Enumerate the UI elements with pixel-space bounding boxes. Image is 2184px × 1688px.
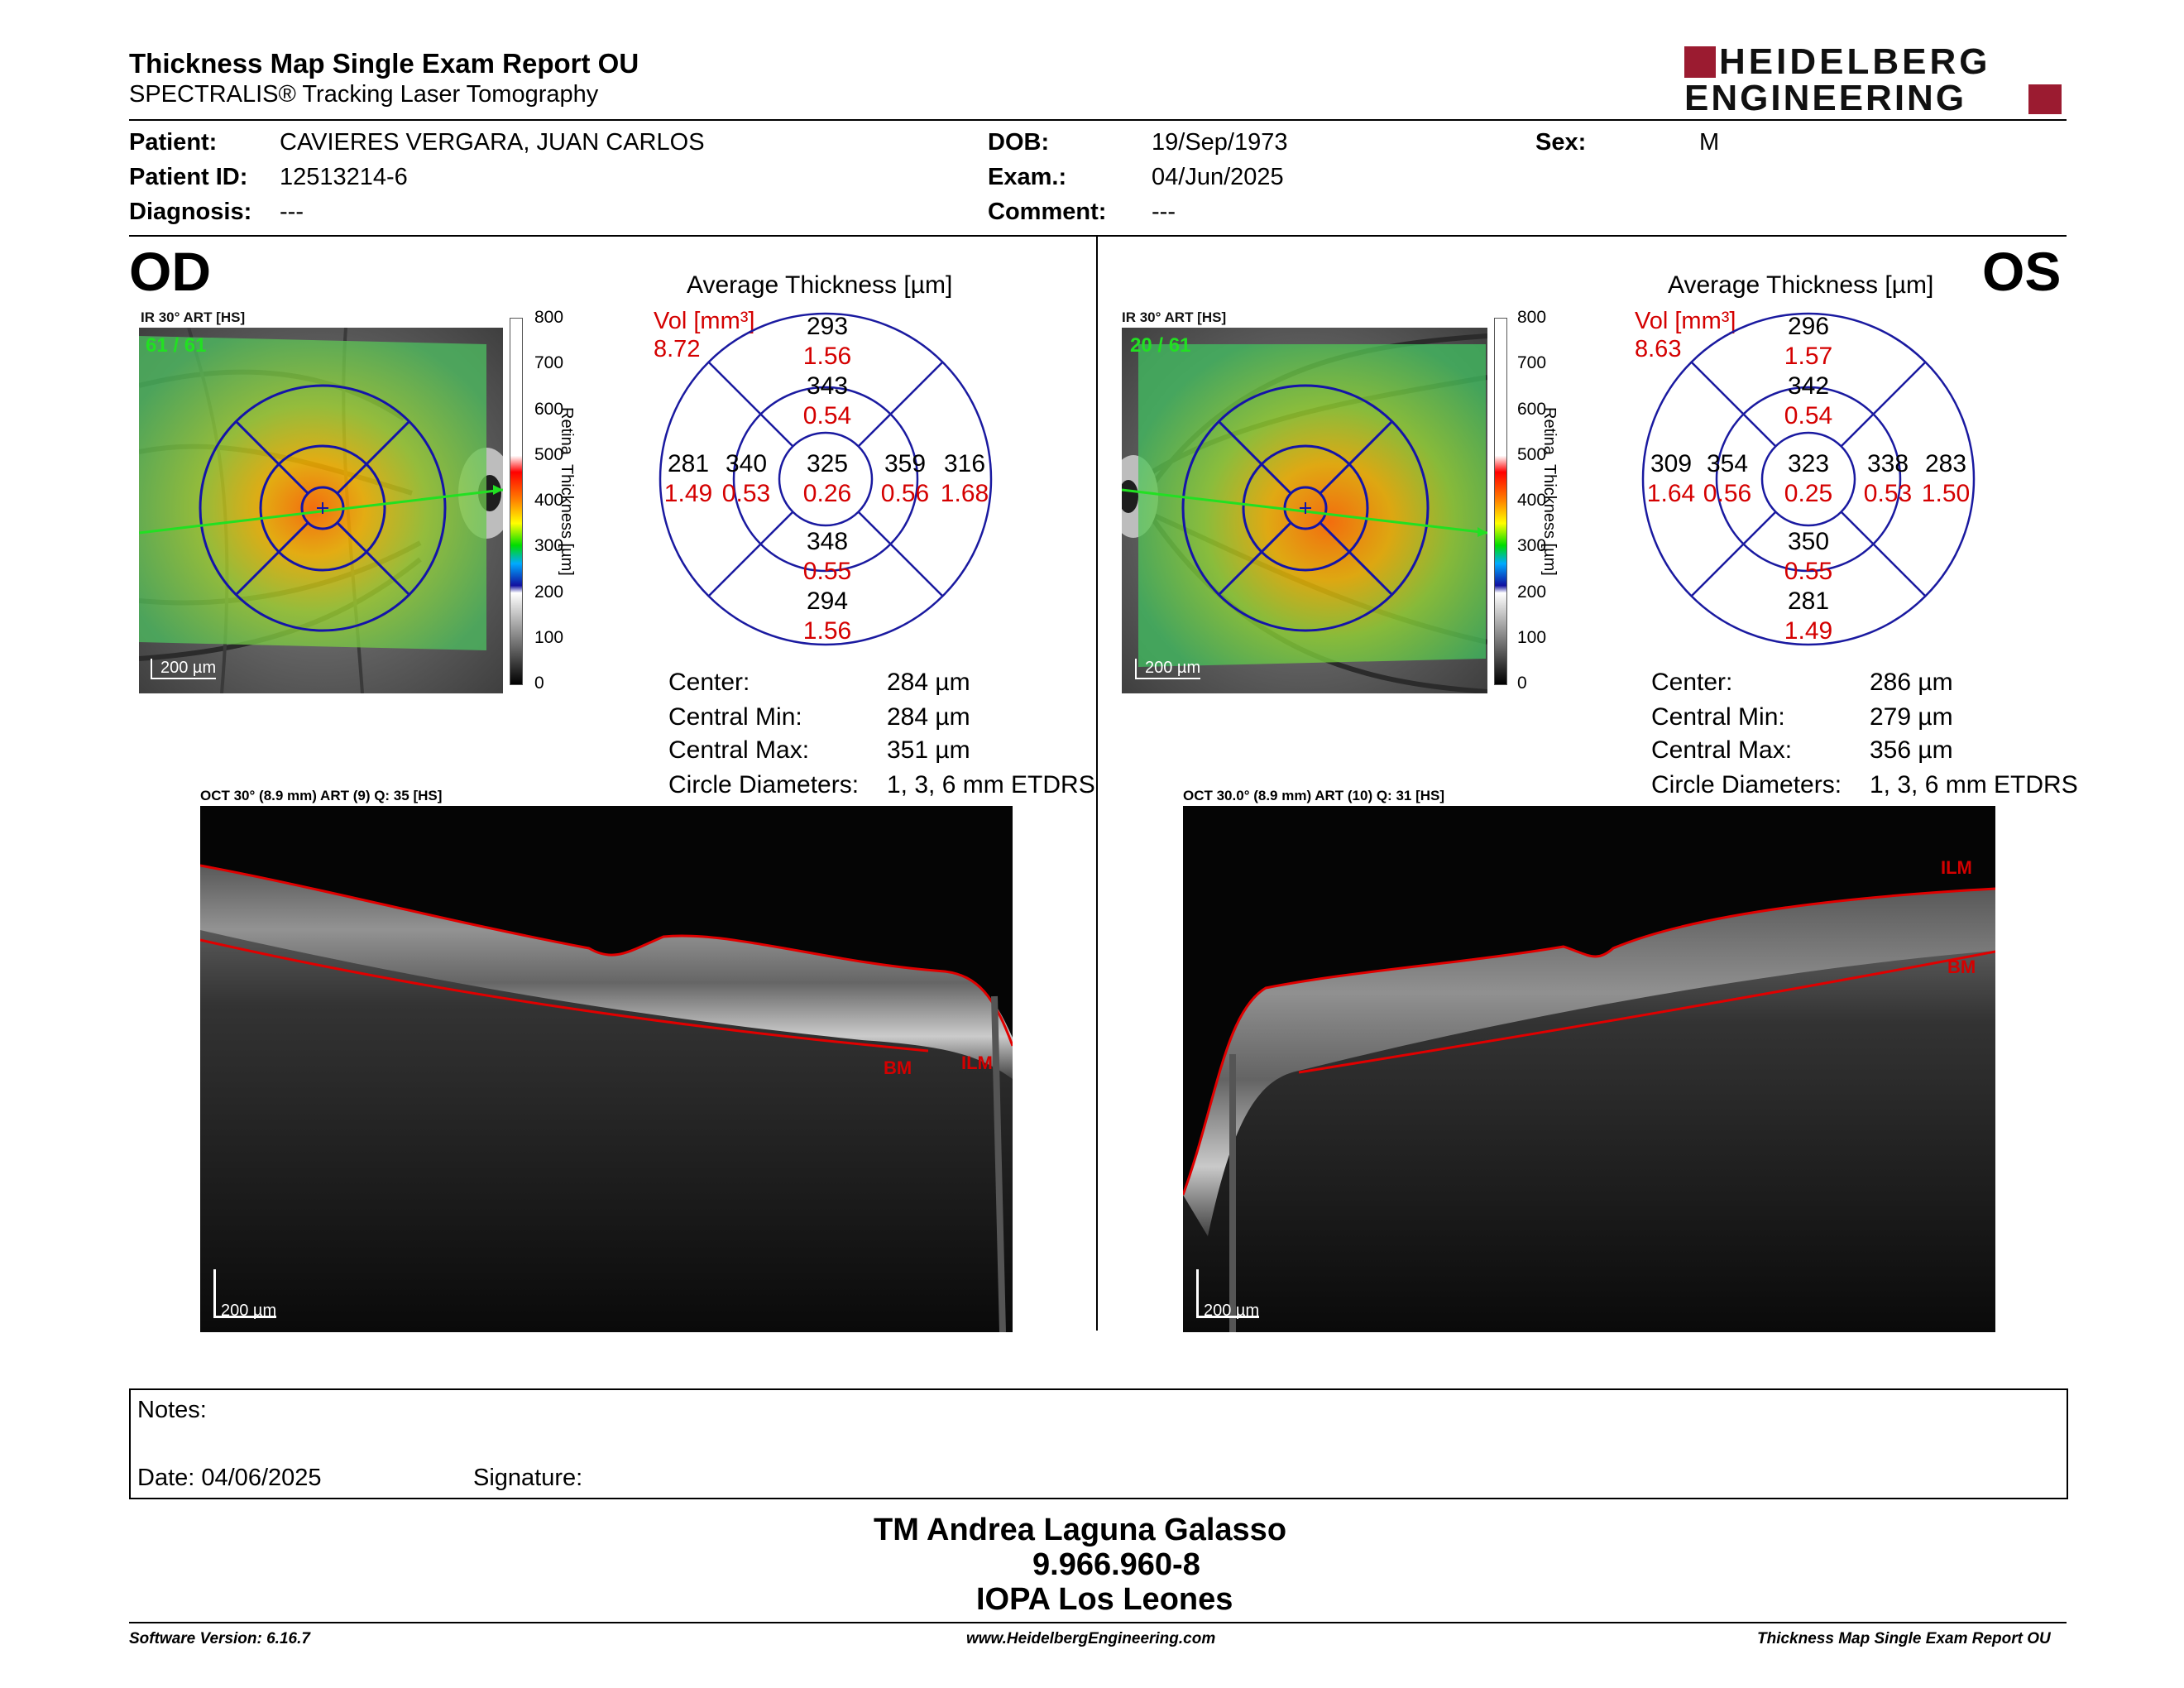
os-center-value: 286 µm [1870,669,1953,696]
comment: --- [1152,199,1176,225]
os-inner-left-thickness: 354 [1706,450,1749,477]
os-min-value: 279 µm [1870,703,1953,731]
os-inner-sup-vol: 0.54 [1784,402,1833,429]
od-center-thickness: 325 [806,450,849,477]
od-outer-left-vol: 1.49 [663,480,713,507]
oct-ilm-label-od: ILM [961,1053,993,1073]
eye-label-os: OS [1982,241,2062,302]
colorbar-label-od: Retina Thickness [µm] [558,407,576,576]
signer-org: IOPA Los Leones [976,1582,1233,1617]
signer-name: TM Andrea Laguna Galasso [874,1513,1287,1547]
ir-frames-od: 61 / 61 [146,334,207,357]
diagnosis: --- [280,199,304,225]
heidelberg-logo: HEIDELBERG ENGINEERING [1684,41,2065,119]
od-inner-left-thickness: 340 [725,450,768,477]
avg-thickness-title-os: Average Thickness [µm] [1668,271,1934,299]
os-inner-inf-thickness: 350 [1787,528,1830,555]
oct-label-os: OCT 30.0° (8.9 mm) ART (10) Q: 31 [HS] [1183,788,1445,803]
os-outer-left-thickness: 309 [1650,450,1693,477]
exam-date: 04/Jun/2025 [1152,164,1284,190]
od-max-value: 351 µm [887,736,970,764]
od-inner-inf-thickness: 348 [806,528,849,555]
os-outer-right-thickness: 283 [1924,450,1967,477]
od-inner-sup-vol: 0.54 [802,402,852,429]
ir-scale-os: 200 µm [1135,659,1201,679]
os-outer-inf-vol: 1.49 [1784,617,1833,645]
os-center-vol: 0.25 [1784,480,1833,507]
od-center-vol: 0.26 [802,480,852,507]
vol-value-od: 8.72 [654,336,701,362]
eye-divider [1096,237,1098,1331]
footer-report-title: Thickness Map Single Exam Report OU [1757,1630,2051,1647]
os-outer-left-vol: 1.64 [1646,480,1696,507]
etdrs-grid-os [1641,312,1976,646]
etdrs-grid-od [659,312,993,646]
colorbar-os [1494,318,1507,685]
notes-box[interactable]: Notes: Date: 04/06/2025 Signature: [129,1388,2068,1499]
os-outer-sup-thickness: 296 [1787,313,1830,340]
od-inner-right-vol: 0.56 [880,480,930,507]
sex: M [1699,129,1720,156]
ir-image-od [139,328,503,693]
oct-ilm-label-os: ILM [1941,857,1972,878]
dob: 19/Sep/1973 [1152,129,1288,156]
patient-name: CAVIERES VERGARA, JUAN CARLOS [280,129,705,156]
notes-label: Notes: [137,1397,207,1423]
software-version: Software Version: 6.16.7 [129,1630,310,1647]
od-outer-right-vol: 1.68 [940,480,989,507]
os-max-value: 356 µm [1870,736,1953,764]
os-outer-inf-thickness: 281 [1787,587,1830,615]
ir-label-os: IR 30° ART [HS] [1122,309,1227,325]
od-inner-left-vol: 0.53 [721,480,771,507]
oct-scale-od: 200 µm [213,1269,277,1320]
od-outer-inf-vol: 1.56 [802,617,852,645]
od-circle-value: 1, 3, 6 mm ETDRS [887,771,1095,798]
vol-value-os: 8.63 [1635,336,1682,362]
od-outer-sup-thickness: 293 [806,313,849,340]
os-center-thickness: 323 [1787,450,1830,477]
website-link[interactable]: www.HeidelbergEngineering.com [966,1630,1216,1647]
os-inner-left-vol: 0.56 [1703,480,1752,507]
os-circle-value: 1, 3, 6 mm ETDRS [1870,771,2078,798]
os-outer-sup-vol: 1.57 [1784,343,1833,370]
report-subtitle: SPECTRALIS® Tracking Laser Tomography [129,81,599,108]
oct-label-od: OCT 30° (8.9 mm) ART (9) Q: 35 [HS] [200,788,443,803]
od-outer-inf-thickness: 294 [806,587,849,615]
os-inner-inf-vol: 0.55 [1784,558,1833,585]
notes-date: Date: 04/06/2025 [137,1465,322,1491]
od-inner-sup-thickness: 343 [806,372,849,400]
oct-scale-os: 200 µm [1196,1269,1260,1320]
od-inner-inf-vol: 0.55 [802,558,852,585]
os-inner-right-vol: 0.53 [1863,480,1913,507]
od-outer-right-thickness: 316 [943,450,986,477]
ir-frames-os: 20 / 61 [1130,334,1191,357]
os-outer-right-vol: 1.50 [1921,480,1971,507]
vol-label-od: Vol [mm³] [654,308,755,334]
ir-scale-od: 200 µm [151,659,217,679]
oct-bscan-os: ILM BM 200 µm [1183,806,1995,1332]
od-outer-left-thickness: 281 [667,450,710,477]
report-title: Thickness Map Single Exam Report OU [129,48,639,79]
oct-bscan-od: BM ILM 200 µm [200,806,1013,1332]
ir-image-os [1122,328,1487,693]
od-center-value: 284 µm [887,669,970,696]
vol-label-os: Vol [mm³] [1635,308,1736,334]
oct-bm-label-od: BM [884,1057,912,1078]
od-inner-right-thickness: 359 [884,450,927,477]
avg-thickness-title-od: Average Thickness [µm] [687,271,953,299]
eye-label-od: OD [129,241,211,302]
notes-signature: Signature: [473,1465,583,1491]
colorbar-od [510,318,523,685]
patient-id: 12513214-6 [280,164,408,190]
ir-label-od: IR 30° ART [HS] [141,309,246,325]
os-inner-right-thickness: 338 [1866,450,1909,477]
od-outer-sup-vol: 1.56 [802,343,852,370]
oct-bm-label-os: BM [1947,957,1976,977]
signer-rut: 9.966.960-8 [1032,1547,1200,1582]
od-min-value: 284 µm [887,703,970,731]
os-inner-sup-thickness: 342 [1787,372,1830,400]
colorbar-label-os: Retina Thickness [µm] [1540,407,1559,576]
